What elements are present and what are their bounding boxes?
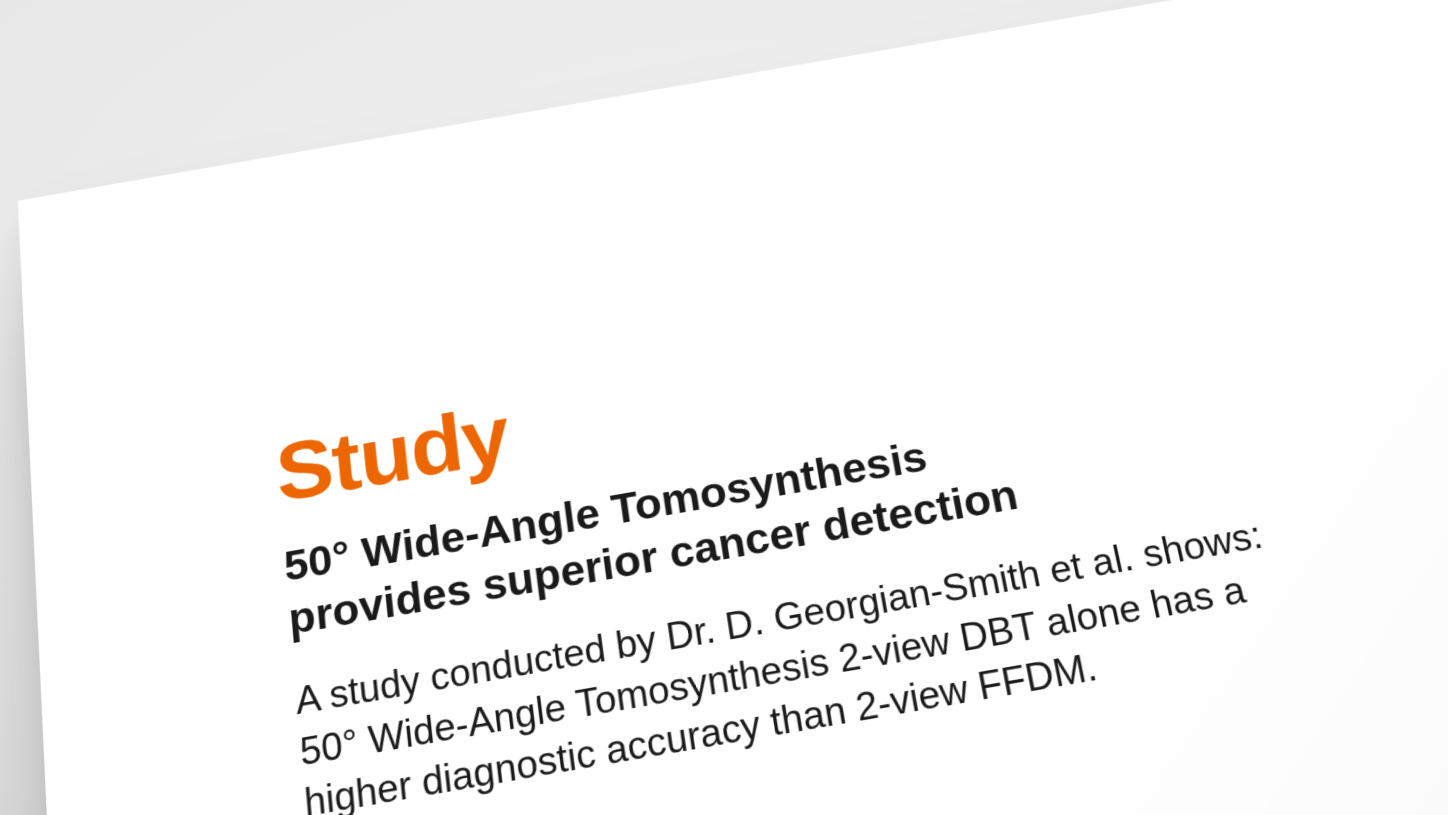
perspective-scene: Study 50° Wide-Angle Tomosynthesis provi… (0, 0, 1448, 815)
stage: Study 50° Wide-Angle Tomosynthesis provi… (0, 0, 1448, 815)
study-sheet: Study 50° Wide-Angle Tomosynthesis provi… (18, 0, 1448, 815)
